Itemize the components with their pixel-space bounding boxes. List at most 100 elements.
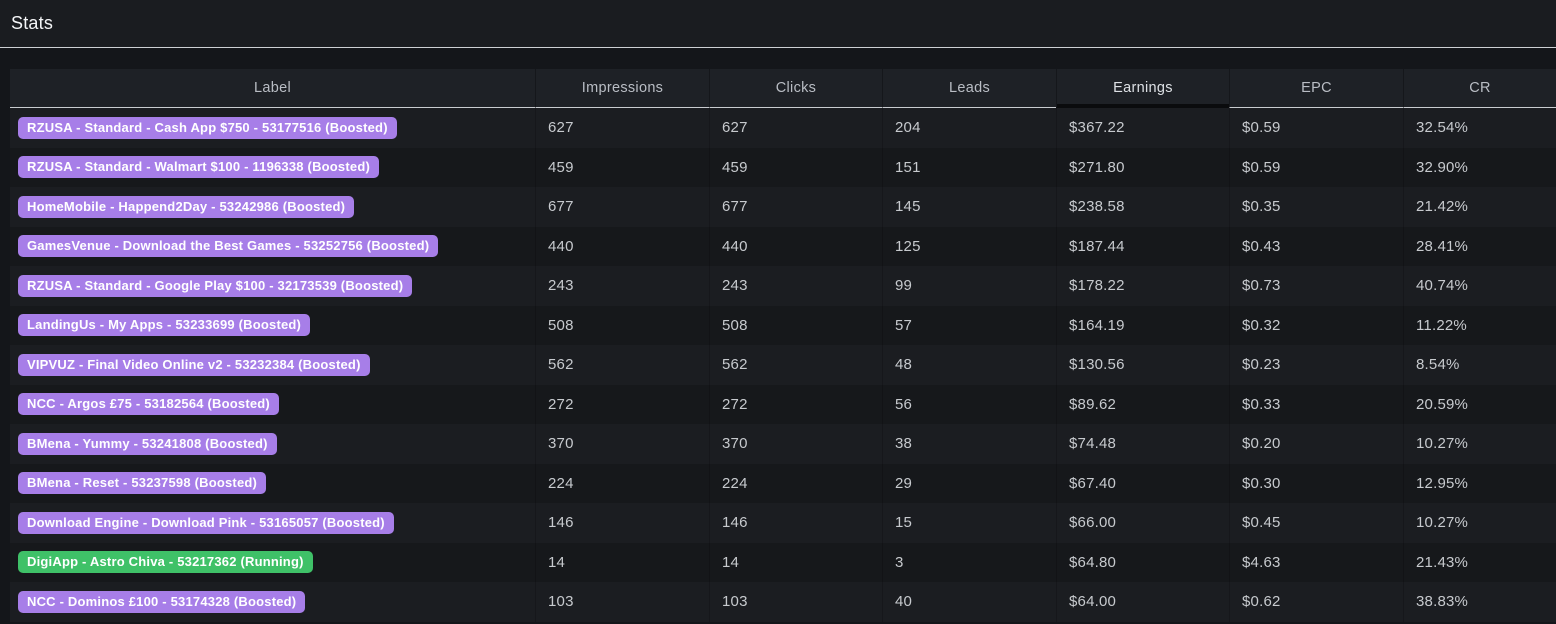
clicks-cell: 370: [709, 424, 882, 464]
impressions-cell: 103: [535, 582, 709, 622]
epc-cell: $4.63: [1229, 542, 1403, 582]
table-row: RZUSA - Standard - Walmart $100 - 119633…: [10, 147, 1556, 188]
campaign-badge[interactable]: RZUSA - Standard - Google Play $100 - 32…: [18, 274, 413, 297]
epc-cell: $0.20: [1229, 424, 1403, 464]
campaign-badge[interactable]: BMena - Reset - 53237598 (Boosted): [18, 472, 267, 495]
epc-cell: $0.73: [1229, 266, 1403, 306]
leads-cell: 29: [882, 463, 1056, 503]
table-row: NCC - Dominos £100 - 53174328 (Boosted) 1…: [10, 582, 1556, 622]
campaign-badge[interactable]: GamesVenue - Download the Best Games - 5…: [18, 235, 439, 258]
table-row: NCC - Argos £75 - 53182564 (Boosted) 272 2…: [10, 384, 1556, 425]
column-header-impressions[interactable]: Impressions: [535, 69, 709, 108]
epc-cell: $0.23: [1229, 345, 1403, 385]
clicks-cell: 243: [709, 266, 882, 306]
cr-cell: 28.41%: [1403, 226, 1556, 266]
table-row: HomeMobile - Happend2Day - 53242986 (Boo…: [10, 187, 1556, 227]
leads-cell: 3: [882, 542, 1056, 582]
earnings-cell: $238.58: [1056, 187, 1229, 227]
campaign-badge[interactable]: RZUSA - Standard - Walmart $100 - 119633…: [18, 156, 379, 179]
earnings-cell: $367.22: [1056, 108, 1229, 148]
column-header-earnings[interactable]: Earnings: [1056, 69, 1229, 108]
earnings-cell: $64.00: [1056, 582, 1229, 622]
label-cell: RZUSA - Standard - Cash App $750 - 53177…: [10, 108, 535, 148]
column-header-epc[interactable]: EPC: [1229, 69, 1403, 108]
cr-cell: 8.54%: [1403, 345, 1556, 385]
column-header-leads[interactable]: Leads: [882, 69, 1056, 108]
leads-cell: 125: [882, 226, 1056, 266]
cr-cell: 11.22%: [1403, 305, 1556, 345]
campaign-badge[interactable]: BMena - Yummy - 53241808 (Boosted): [18, 432, 277, 455]
leads-cell: 99: [882, 266, 1056, 306]
label-cell: Download Engine - Download Pink - 531650…: [10, 503, 535, 543]
column-header-clicks[interactable]: Clicks: [709, 69, 882, 108]
impressions-cell: 224: [535, 463, 709, 503]
impressions-cell: 508: [535, 305, 709, 345]
impressions-cell: 627: [535, 108, 709, 148]
leads-cell: 56: [882, 384, 1056, 424]
clicks-cell: 459: [709, 147, 882, 187]
impressions-cell: 562: [535, 345, 709, 385]
clicks-cell: 627: [709, 108, 882, 148]
table-row: RZUSA - Standard - Cash App $750 - 53177…: [10, 108, 1556, 148]
stats-table: Label Impressions Clicks Leads Earnings EPC CR…: [10, 69, 1556, 622]
label-cell: VIPVUZ - Final Video Online v2 - 5323238…: [10, 345, 535, 385]
label-cell: RZUSA - Standard - Walmart $100 - 119633…: [10, 148, 535, 188]
table-row: BMena - Yummy - 53241808 (Boosted) 370 370…: [10, 424, 1556, 464]
column-header-cr[interactable]: CR: [1403, 69, 1556, 108]
clicks-cell: 562: [709, 345, 882, 385]
epc-cell: $0.43: [1229, 226, 1403, 266]
table-body: RZUSA - Standard - Cash App $750 - 53177…: [10, 108, 1556, 622]
impressions-cell: 14: [535, 542, 709, 582]
label-cell: RZUSA - Standard - Google Play $100 - 32…: [10, 266, 535, 306]
impressions-cell: 370: [535, 424, 709, 464]
earnings-cell: $130.56: [1056, 345, 1229, 385]
clicks-cell: 14: [709, 542, 882, 582]
clicks-cell: 146: [709, 503, 882, 543]
campaign-badge[interactable]: LandingUs - My Apps - 53233699 (Boosted): [18, 314, 311, 337]
campaign-badge[interactable]: VIPVUZ - Final Video Online v2 - 5323238…: [18, 353, 370, 376]
label-cell: NCC - Argos £75 - 53182564 (Boosted): [10, 385, 535, 425]
leads-cell: 48: [882, 345, 1056, 385]
earnings-cell: $74.48: [1056, 424, 1229, 464]
cr-cell: 38.83%: [1403, 582, 1556, 622]
earnings-cell: $164.19: [1056, 305, 1229, 345]
table-header-row: Label Impressions Clicks Leads Earnings EPC CR: [10, 69, 1556, 108]
leads-cell: 38: [882, 424, 1056, 464]
impressions-cell: 146: [535, 503, 709, 543]
leads-cell: 57: [882, 305, 1056, 345]
table-row: DigiApp - Astro Chiva - 53217362 (Runnin…: [10, 542, 1556, 582]
campaign-badge[interactable]: NCC - Argos £75 - 53182564 (Boosted): [18, 393, 279, 416]
clicks-cell: 272: [709, 384, 882, 424]
label-cell: BMena - Yummy - 53241808 (Boosted): [10, 424, 535, 464]
label-cell: NCC - Dominos £100 - 53174328 (Boosted): [10, 582, 535, 622]
cr-cell: 21.43%: [1403, 542, 1556, 582]
campaign-badge[interactable]: HomeMobile - Happend2Day - 53242986 (Boo…: [18, 195, 355, 218]
impressions-cell: 440: [535, 226, 709, 266]
clicks-cell: 677: [709, 187, 882, 227]
cr-cell: 32.90%: [1403, 147, 1556, 187]
impressions-cell: 459: [535, 147, 709, 187]
table-row: VIPVUZ - Final Video Online v2 - 5323238…: [10, 345, 1556, 385]
column-header-label[interactable]: Label: [10, 69, 535, 108]
campaign-badge[interactable]: NCC - Dominos £100 - 53174328 (Boosted): [18, 590, 306, 613]
leads-cell: 151: [882, 147, 1056, 187]
clicks-cell: 508: [709, 305, 882, 345]
campaign-badge[interactable]: RZUSA - Standard - Cash App $750 - 53177…: [18, 116, 397, 139]
table-row: BMena - Reset - 53237598 (Boosted) 224 224…: [10, 463, 1556, 504]
epc-cell: $0.59: [1229, 108, 1403, 148]
impressions-cell: 243: [535, 266, 709, 306]
leads-cell: 145: [882, 187, 1056, 227]
clicks-cell: 440: [709, 226, 882, 266]
cr-cell: 12.95%: [1403, 463, 1556, 503]
campaign-badge[interactable]: Download Engine - Download Pink - 531650…: [18, 511, 394, 534]
label-cell: BMena - Reset - 53237598 (Boosted): [10, 464, 535, 504]
leads-cell: 15: [882, 503, 1056, 543]
epc-cell: $0.33: [1229, 384, 1403, 424]
cr-cell: 10.27%: [1403, 503, 1556, 543]
table-row: RZUSA - Standard - Google Play $100 - 32…: [10, 266, 1556, 306]
impressions-cell: 272: [535, 384, 709, 424]
table-row: Download Engine - Download Pink - 531650…: [10, 503, 1556, 543]
epc-cell: $0.45: [1229, 503, 1403, 543]
cr-cell: 21.42%: [1403, 187, 1556, 227]
campaign-badge[interactable]: DigiApp - Astro Chiva - 53217362 (Runnin…: [18, 551, 313, 574]
